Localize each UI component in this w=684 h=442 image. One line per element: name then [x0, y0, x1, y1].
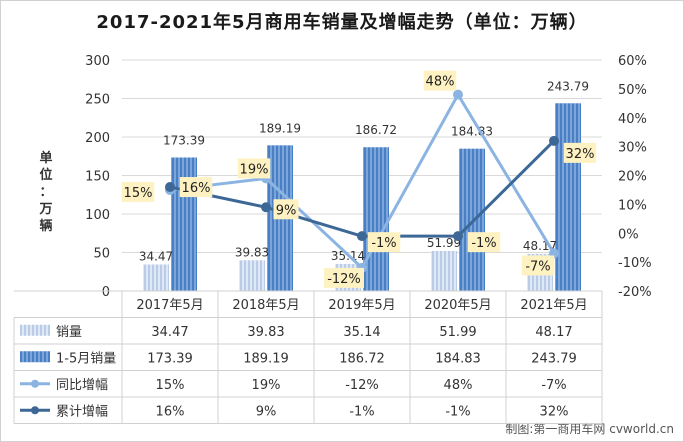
legend-series-name: 1-5月销量 — [56, 351, 116, 366]
yoy-growth-label: 48% — [426, 75, 455, 90]
table-cell: 48% — [444, 378, 473, 393]
bar-cumulative-sales — [555, 103, 581, 291]
bar-sales — [143, 264, 169, 291]
yoy-growth-label-box — [121, 181, 155, 202]
cumulative-growth-label: -1% — [371, 236, 396, 251]
yoy-growth-label: 15% — [124, 186, 153, 201]
y-right-tick-label: -10% — [618, 256, 652, 271]
y-right-tick-label: 40% — [618, 112, 647, 127]
table-cell: 173.39 — [147, 351, 193, 366]
table-cell: 35.14 — [343, 325, 380, 340]
bar-cumulative-label: 243.79 — [547, 79, 589, 93]
y-right-tick-label: 0% — [618, 227, 639, 242]
yoy-growth-point — [453, 89, 463, 100]
category-label: 2017年5月 — [136, 298, 203, 313]
cumulative-growth-point — [357, 231, 367, 242]
cumulative-growth-label-box — [367, 232, 401, 253]
cumulative-growth-point — [165, 182, 175, 193]
yoy-growth-label: -7% — [525, 259, 550, 274]
cumulative-growth-label-box — [273, 199, 299, 220]
y-right-tick-label: 30% — [618, 141, 647, 156]
y-left-tick-label: 150 — [85, 170, 110, 185]
table-cell: 9% — [256, 404, 277, 419]
y-right-tick-label: 10% — [618, 198, 647, 213]
legend-key-sales — [20, 324, 50, 336]
cumulative-growth-label-box — [563, 142, 597, 163]
legend-series-name: 同比增幅 — [56, 378, 108, 393]
yoy-growth-label-box — [324, 267, 364, 288]
table-cell: 15% — [156, 378, 185, 393]
bar-cumulative-sales — [363, 147, 389, 291]
cumulative-growth-line — [169, 139, 556, 238]
table-cell: 19% — [252, 378, 281, 393]
yoy-growth-label-box — [521, 255, 555, 276]
bar-sales — [431, 250, 457, 291]
table-cell: 34.47 — [151, 325, 188, 340]
table-cell: 48.17 — [535, 325, 572, 340]
category-label: 2020年5月 — [424, 298, 491, 313]
table-cell: 51.99 — [439, 325, 476, 340]
table-cell: -1% — [349, 404, 374, 419]
y-right-tick-label: -20% — [618, 285, 652, 300]
cumulative-growth-point — [453, 231, 463, 242]
cumulative-growth-label-box — [467, 232, 501, 253]
table-cell: -7% — [541, 378, 566, 393]
cumulative-growth-point — [261, 202, 271, 213]
category-label: 2021年5月 — [520, 298, 587, 313]
y-right-tick-label: 20% — [618, 170, 647, 185]
cumulative-growth-label: 9% — [276, 203, 297, 218]
bar-sales — [239, 260, 265, 291]
yoy-growth-label: 19% — [240, 162, 269, 177]
y-left-tick-label: 0 — [102, 285, 110, 300]
y-left-tick-label: 250 — [85, 93, 110, 108]
table-cell: 243.79 — [531, 351, 577, 366]
cumulative-growth-point — [549, 135, 559, 146]
bar-cumulative-sales — [459, 148, 485, 291]
cumulative-growth-label: 32% — [566, 147, 595, 162]
yoy-growth-label-box — [423, 70, 457, 91]
legend-series-name: 累计增幅 — [56, 404, 108, 419]
table-cell: 39.83 — [247, 325, 284, 340]
bar-sales-label: 51.99 — [427, 236, 461, 250]
table-cell: 186.72 — [339, 351, 385, 366]
yoy-growth-label: -12% — [327, 272, 361, 287]
y-left-tick-label: 300 — [85, 54, 110, 69]
legend-key-cumulative-sales — [20, 351, 50, 363]
chart-title: 2017-2021年5月商用车销量及增幅走势（单位：万辆） — [96, 12, 588, 33]
table-cell: -1% — [445, 404, 470, 419]
cumulative-growth-label-box — [179, 177, 213, 198]
legend-series-name: 销量 — [56, 325, 82, 340]
bar-cumulative-label: 189.19 — [259, 121, 301, 135]
bar-sales-label: 39.83 — [235, 245, 269, 259]
table-cell: 189.19 — [243, 351, 289, 366]
y-right-tick-label: 60% — [618, 54, 647, 69]
cumulative-growth-label: 16% — [182, 181, 211, 196]
legend-key-point — [31, 379, 39, 388]
y-axis-label: 单位：万辆 — [39, 151, 53, 234]
cumulative-growth-label: -1% — [471, 236, 496, 251]
yoy-growth-label-box — [237, 158, 271, 179]
credit-text: 制图:第一商用车网 cvworld.cn — [505, 422, 674, 436]
category-label: 2019年5月 — [328, 298, 395, 313]
legend-key-point — [31, 406, 39, 415]
bar-cumulative-label: 186.72 — [355, 123, 397, 137]
category-label: 2018年5月 — [232, 298, 299, 313]
y-left-tick-label: 50 — [93, 247, 110, 262]
bar-cumulative-label: 173.39 — [163, 133, 205, 147]
table-cell: -12% — [345, 378, 379, 393]
bar-sales-label: 34.47 — [139, 249, 173, 263]
table-cell: 184.83 — [435, 351, 481, 366]
bar-cumulative-label: 184.83 — [451, 125, 493, 139]
table-cell: 16% — [156, 404, 185, 419]
y-left-tick-label: 200 — [85, 131, 110, 146]
y-right-tick-label: 50% — [618, 83, 647, 98]
y-left-tick-label: 100 — [85, 208, 110, 223]
table-cell: 32% — [540, 404, 569, 419]
